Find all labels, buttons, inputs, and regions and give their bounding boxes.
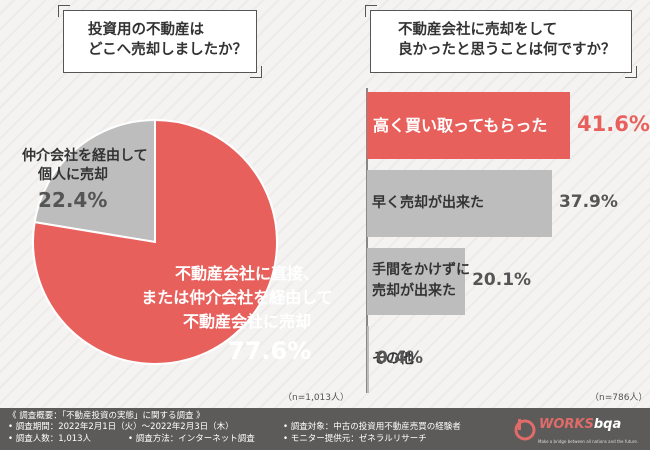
left-question-line2: どこへ売却しましたか？ (88, 42, 248, 58)
bar (367, 248, 466, 315)
works-bqa-logo: WORKSbqa (539, 417, 622, 432)
pie-chart (32, 118, 278, 365)
footer-count: • 調査人数：1,013人 (8, 434, 92, 444)
bar-category-label: その他 (372, 349, 414, 370)
bar-category-label-line: 売却が出来た (372, 283, 456, 299)
footer-provider: • モニター提供元：ゼネラルリサーチ (283, 434, 427, 444)
logo-tagline: Make a bridge between all nations and th… (538, 439, 639, 444)
bar-value-label: 0.4% (375, 348, 424, 368)
pie-slice-label-individual: 仲介会社を経由して 個人に売却 (22, 147, 148, 185)
pie-slice-label-line: 不動産会社に直接、 (174, 264, 319, 283)
bar (367, 170, 552, 237)
corner-bracket (365, 5, 377, 17)
pie-slice-label-company: 不動産会社に直接、 または仲介会社を経由して 不動産会社に売却 (141, 262, 342, 334)
bar-category-label-line: 早く売却が出来た (372, 194, 484, 211)
footer-target: • 調査対象：中古の投資用不動産売買の経験者 (283, 422, 461, 432)
corner-bracket (625, 66, 637, 78)
right-question-box: 不動産会社に売却をして 良かったと思うことは何ですか？ (365, 5, 637, 78)
footer-method: • 調査方法：インターネット調査 (128, 434, 255, 444)
works-bqa-logo-icon (514, 419, 536, 441)
bar-sample-size: （n=786人） (590, 393, 648, 403)
bar-category-label: 手間をかけずに 売却が出来た (372, 260, 470, 302)
bar-axis-line (366, 88, 368, 393)
bar-category-label: 高く買い取ってもらった (373, 115, 547, 136)
pie-slice (33, 118, 156, 244)
left-question-line1: 投資用の不動産は (88, 22, 204, 38)
corner-bracket (250, 66, 262, 78)
bar-value-label: 20.1% (472, 270, 532, 290)
bar-category-label: 早く売却が出来た (372, 193, 484, 214)
bar-value-label: 37.9% (558, 192, 618, 212)
corner-bracket (58, 5, 70, 17)
footer: 《 調査概要：「不動産投資の実態」に関する調査 》 • 調査期間：2022年2月… (0, 408, 650, 450)
bar-category-label-line: その他 (372, 350, 414, 367)
right-question-line1: 不動産会社に売却をして (398, 22, 558, 38)
left-question-box: 投資用の不動産は どこへ売却しましたか？ (58, 5, 262, 78)
bar-value-label: 41.6% (577, 112, 650, 136)
pie-sample-size: （n=1,013人） (283, 393, 350, 403)
bar (367, 92, 570, 159)
bar-category-label-line: 高く買い取ってもらった (373, 115, 548, 135)
pie-slice-label-line: 個人に売却 (38, 167, 108, 183)
pie-slice-label-line: または仲介会社を経由して (141, 288, 333, 307)
logo-suffix: bqa (593, 417, 622, 432)
footer-period: • 調査期間：2022年2月1日（火）～2022年2月3日（木） (8, 422, 234, 432)
pie-slice-label-line: 不動産会社に売却 (182, 312, 311, 331)
bar-category-label-line: 手間をかけずに (372, 262, 470, 278)
pie-slice-label-line: 仲介会社を経由して (22, 148, 148, 164)
footer-heading: 《 調査概要：「不動産投資の実態」に関する調査 》 (8, 411, 205, 421)
pie-slice-value-individual: 22.4% (38, 188, 108, 212)
logo-prefix: WORKS (539, 417, 594, 432)
pie-slice-value-company: 77.6% (228, 337, 312, 365)
right-question-line2: 良かったと思うことは何ですか？ (398, 42, 616, 58)
bar (367, 326, 369, 393)
pie-slice (32, 118, 278, 365)
